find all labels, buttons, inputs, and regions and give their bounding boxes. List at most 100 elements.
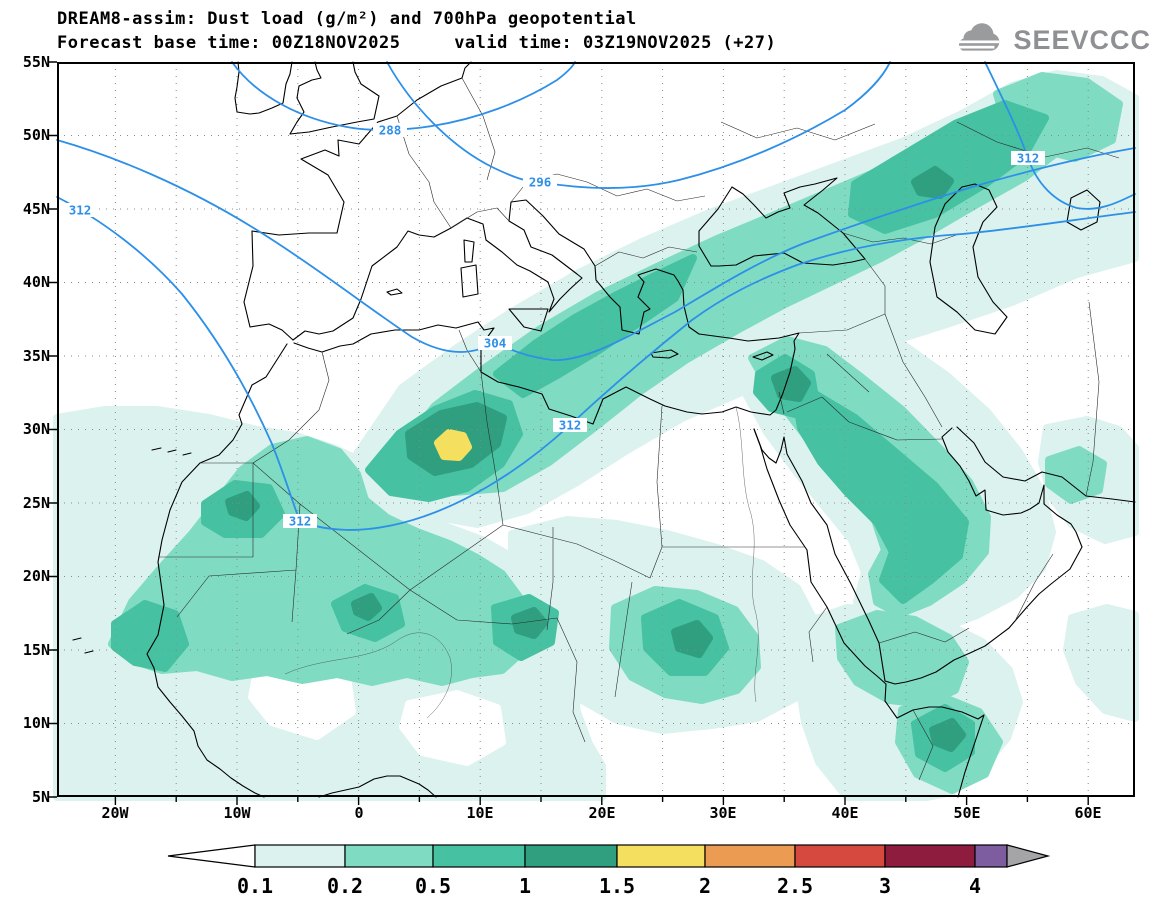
- lat-label: 10N: [22, 714, 50, 732]
- colorbar-segment: [432, 844, 526, 868]
- coastline-aral-sea: [1066, 189, 1101, 231]
- coastline-islands: [386, 239, 774, 361]
- lat-label: 30N: [22, 420, 50, 438]
- colorbar-tick-label: 0.1: [237, 874, 273, 898]
- colorbar-tick-label: 3: [879, 874, 891, 898]
- colorbar-segment: [616, 844, 706, 868]
- lat-label: 25N: [22, 494, 50, 512]
- contour-label-312: 312: [69, 203, 92, 218]
- lon-label: 60E: [1074, 804, 1102, 822]
- lon-label: 20E: [588, 804, 616, 822]
- dust-area-0p2: [1045, 446, 1107, 504]
- seevccc-logo: SEEVCCC: [949, 20, 1151, 60]
- lat-label: 40N: [22, 273, 50, 291]
- lon-label: 40E: [831, 804, 859, 822]
- dust-area-1: [351, 593, 382, 621]
- dust-area-1: [671, 620, 713, 658]
- coastline-red-sea-africa: [753, 428, 985, 798]
- dust-area-0p5: [111, 600, 189, 672]
- lat-label: 35N: [22, 347, 50, 365]
- brand-text: SEEVCCC: [1013, 24, 1151, 55]
- contour-label-layer: 288 296 304 312 312 312 312: [63, 123, 1045, 529]
- colorbar-tick-label: 0.2: [327, 874, 363, 898]
- lon-label: 10E: [466, 804, 494, 822]
- contour-label-bg: [523, 175, 557, 189]
- lon-label: 30E: [709, 804, 737, 822]
- map-frame: [57, 62, 1135, 797]
- contour-label-bg: [1011, 151, 1045, 165]
- colorbar-arrow-below: [167, 844, 256, 868]
- coastline-layer: [72, 61, 1136, 798]
- graticule: [57, 62, 1135, 797]
- colorbar: 0.1 0.2 0.5 1 1.5 2 2.5 3 4: [167, 844, 1051, 898]
- contour-label-bg: [63, 203, 97, 217]
- contour-label-296: 296: [529, 175, 552, 190]
- colorbar-segment: [794, 844, 886, 868]
- dust-area-1: [911, 166, 954, 199]
- colorbar-tick-label: 1.5: [599, 874, 635, 898]
- contour-label-288: 288: [379, 123, 402, 138]
- axis-ticks: [49, 61, 1089, 805]
- lon-label: 0: [354, 804, 364, 822]
- figure-title: DREAM8-assim: Dust load (g/m²) and 700hP…: [57, 9, 637, 29]
- colorbar-tick-label: 2.5: [777, 874, 813, 898]
- contour-label-304: 304: [484, 336, 507, 351]
- contour-label-312: 312: [559, 418, 582, 433]
- nile-river: [735, 406, 759, 703]
- country-borders: [158, 77, 1120, 781]
- dust-gap: [399, 690, 506, 766]
- colorbar-segment: [524, 844, 618, 868]
- dust-area-1: [511, 607, 548, 639]
- colorbar-segment: [704, 844, 796, 868]
- lat-label: 50N: [22, 126, 50, 144]
- coastline-black-sea: [698, 177, 866, 267]
- lat-label: 55N: [22, 53, 50, 71]
- geopotential-contour-304: [56, 139, 1136, 361]
- coastline-gulf-of-guinea: [318, 775, 437, 798]
- dust-area-1: [929, 718, 966, 752]
- geopotential-contour-312-ne: [984, 61, 1136, 210]
- dust-area-0p5: [793, 390, 969, 604]
- coastline-small-islands: [72, 447, 192, 654]
- contour-label-312: 312: [289, 514, 312, 529]
- colorbar-tick-label: 1: [519, 874, 531, 898]
- colorbar-tick-label: 4: [969, 874, 981, 898]
- colorbar-tick-label: 2: [699, 874, 711, 898]
- colorbar-segment: [974, 844, 1008, 868]
- lon-label: 20W: [101, 804, 129, 822]
- lat-label: 20N: [22, 567, 50, 585]
- colorbar-arrow-above: [1006, 844, 1051, 868]
- figure-title-block: DREAM8-assim: Dust load (g/m²) and 700hP…: [57, 7, 776, 55]
- contour-label-bg: [553, 418, 587, 432]
- coastline-mediterranean: [292, 199, 800, 425]
- lon-label: 50E: [953, 804, 981, 822]
- dust-area-0p1: [1063, 604, 1139, 722]
- dust-area-0p2: [108, 436, 531, 686]
- lat-label: 15N: [22, 641, 50, 659]
- dust-fill-layer: [53, 70, 1139, 801]
- contour-label-bg: [478, 336, 512, 350]
- dust-area-1: [225, 491, 260, 521]
- geopotential-contour-296: [386, 61, 891, 190]
- map-canvas: 288 296 304 312 312 312 312: [49, 61, 1139, 805]
- lat-label: 5N: [31, 788, 50, 806]
- coastline-arabia: [753, 427, 1083, 685]
- seevccc-cloud-icon: [953, 23, 1000, 51]
- coastline-iran: [956, 426, 1136, 503]
- colorbar-tick-label: 0.5: [415, 874, 451, 898]
- contour-label-312: 312: [1017, 151, 1040, 166]
- map-panel: 288 296 304 312 312 312 312: [49, 61, 1139, 805]
- colorbar-segment: [344, 844, 434, 868]
- lon-label: 10W: [223, 804, 251, 822]
- coastline-europe: [251, 61, 472, 236]
- coastline-caspian-sea: [929, 183, 1008, 335]
- contour-label-bg: [373, 123, 407, 137]
- dust-area-0p2: [835, 610, 969, 708]
- contour-label-bg: [283, 514, 317, 528]
- dust-area-1p5: [434, 429, 472, 461]
- figure-subtitle: Forecast base time: 00Z18NOV2025 valid t…: [57, 33, 777, 53]
- colorbar-segment: [254, 844, 346, 868]
- coastline-africa-atlantic: [146, 343, 288, 798]
- geopotential-contour-312: [56, 196, 1136, 531]
